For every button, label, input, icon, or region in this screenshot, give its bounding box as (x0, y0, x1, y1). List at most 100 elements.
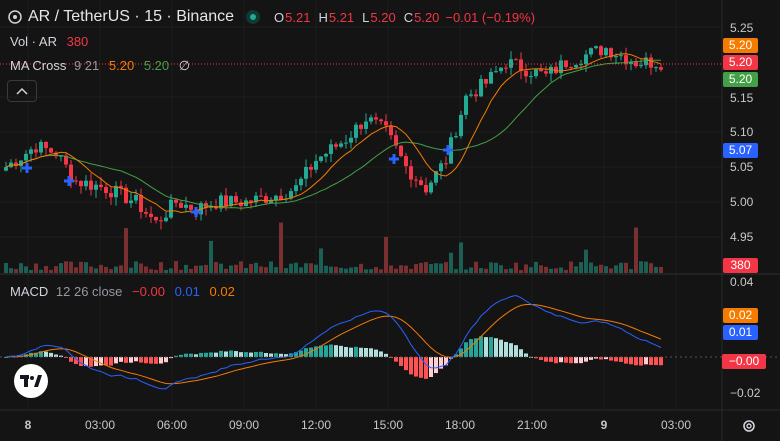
volume-bar (359, 263, 363, 273)
collapse-legend-button[interactable] (7, 80, 37, 102)
volume-bar (439, 263, 443, 273)
macd-hist-bar (74, 357, 78, 365)
cross-marker (191, 207, 201, 217)
candle (174, 199, 178, 203)
macd-hist-bar (599, 357, 603, 360)
volume-bar (304, 263, 308, 273)
macd-hist-bar (659, 357, 663, 366)
volume-bars (4, 222, 663, 273)
macd-hist-bar (474, 338, 478, 357)
price-tick: 5.00 (730, 195, 754, 209)
volume-bar (209, 240, 213, 273)
candle (484, 78, 488, 84)
macd-legend[interactable]: MACD 12 26 close −0.00 0.01 0.02 (10, 284, 235, 299)
macd-hist-bar (469, 339, 473, 357)
volume-bar (89, 266, 93, 273)
volume-bar (219, 263, 223, 273)
macd-hist-bar (89, 357, 93, 367)
macd-hist-bar (314, 346, 318, 357)
volume-bar (529, 267, 533, 273)
cross-marker (443, 145, 453, 155)
candle (209, 206, 213, 208)
ma-cross-label: MA Cross (10, 58, 67, 73)
macd-hist-bar (189, 353, 193, 357)
volume-bar (354, 266, 358, 273)
macd-hist-bar (449, 357, 453, 359)
time-label: 12:00 (300, 418, 332, 432)
macd-hist-bar (259, 351, 263, 357)
macd-hist-bar (459, 348, 463, 357)
candle (114, 185, 118, 198)
tradingview-logo-icon[interactable] (14, 364, 48, 398)
volume-bar (374, 267, 378, 273)
macd-hist-bar (534, 357, 538, 359)
volume-bar (594, 266, 598, 273)
symbol-title[interactable]: AR / TetherUS · 15 · Binance (28, 8, 235, 25)
volume-bar (554, 268, 558, 273)
macd-hist-bar (239, 352, 243, 357)
candle (564, 60, 568, 68)
volume-bar (254, 262, 258, 273)
volume-bar (239, 261, 243, 273)
volume-bar (249, 263, 253, 273)
macd-hist-bar (559, 357, 563, 363)
candle (279, 195, 283, 200)
macd-hist-bar (44, 351, 48, 357)
ohlc-value: 5.20 (414, 9, 440, 25)
candle (84, 180, 88, 187)
volume-bar (49, 269, 53, 273)
macd-hist-bar (69, 357, 73, 362)
volume-bar (394, 268, 398, 273)
gear-icon[interactable] (741, 418, 757, 437)
visibility-icon[interactable]: ∅ (178, 58, 191, 73)
volume-bar (384, 236, 388, 273)
volume-value: 380 (66, 34, 89, 49)
macd-hist-bar (629, 357, 633, 365)
volume-bar (444, 262, 448, 273)
volume-bar (454, 269, 458, 273)
macd-hist-bar (339, 345, 343, 357)
volume-bar (109, 269, 113, 273)
volume-bar (389, 265, 393, 273)
candle (394, 135, 398, 146)
candle (339, 143, 343, 147)
candle (264, 196, 268, 203)
ma-cross-legend[interactable]: MA Cross 9 21 5.20 5.20 ∅ (10, 58, 190, 74)
macd-hist-bar (549, 357, 553, 362)
macd-hist-bar (514, 345, 518, 357)
ohlc-value: 5.21 (285, 9, 311, 25)
ma-slow-price-badge: 5.20 (723, 72, 758, 87)
volume-bar (224, 268, 228, 273)
macd-hist-bar (264, 353, 268, 357)
macd-hist-bar (104, 357, 108, 366)
candle (644, 57, 648, 66)
volume-legend[interactable]: Vol · AR 380 (10, 34, 88, 49)
volume-bar (574, 266, 578, 273)
volume-bar (539, 265, 543, 273)
volume-bar (9, 268, 13, 273)
volume-bar (259, 266, 263, 273)
volume-bar (134, 261, 138, 273)
market-status-icon[interactable] (246, 10, 261, 24)
cross-price-badge: 5.07 (723, 143, 758, 158)
candle (189, 204, 193, 210)
candle (359, 124, 363, 129)
macd-hist-bar (639, 357, 643, 366)
volume-bar (314, 264, 318, 273)
last-price-badge: 5.20 (723, 55, 758, 70)
macd-lines (5, 294, 662, 390)
macd-hist-bar (229, 350, 233, 357)
macd-hist-bar (369, 348, 373, 357)
candle (419, 180, 423, 185)
macd-hist-bar (124, 357, 128, 363)
macd-hist-bar (394, 357, 398, 362)
volume-bar (194, 265, 198, 273)
candle (429, 182, 433, 193)
macd-hist-bar (384, 353, 388, 357)
candle (414, 179, 418, 181)
volume-bar (99, 264, 103, 273)
candle (584, 54, 588, 65)
macd-hist-bar (604, 357, 608, 360)
volume-bar (284, 268, 288, 273)
